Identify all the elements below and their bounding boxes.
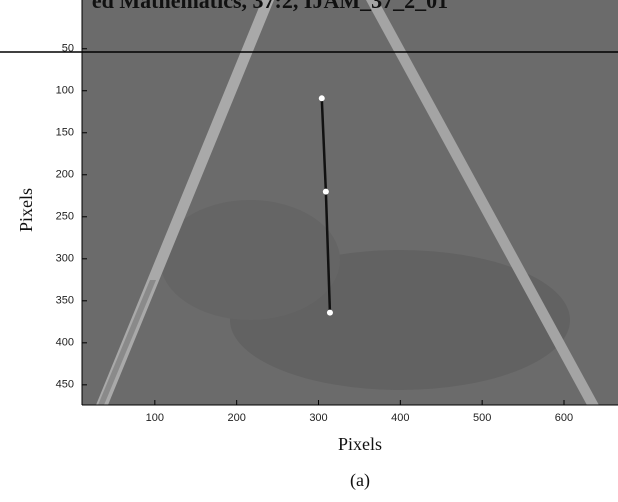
x-tick-label: 300: [309, 412, 327, 424]
data-point: [323, 189, 329, 195]
x-tick-label: 100: [146, 412, 164, 424]
x-tick-label: 500: [473, 412, 491, 424]
x-tick-label: 600: [555, 412, 573, 424]
y-tick-label: 250: [56, 211, 74, 223]
y-tick-label: 400: [56, 337, 74, 349]
y-tick-label: 50: [62, 43, 74, 55]
texture: [160, 200, 340, 320]
x-tick-label: 200: [227, 412, 245, 424]
y-tick-label: 350: [56, 295, 74, 307]
figure: 100 200 300 400 500 600 50 100 150 200 250 300 350 40…: [0, 0, 618, 502]
y-tick-label: 100: [56, 85, 74, 97]
y-tick-label: 450: [56, 379, 74, 391]
image: [82, 0, 618, 462]
x-axis-label: Pixels: [338, 434, 382, 454]
y-axis-label: Pixels: [16, 188, 36, 232]
page: {"page_header": "ed Mathematics, 37:2, I…: [0, 0, 618, 502]
y-tick-label: 200: [56, 169, 74, 181]
caption: (a): [350, 470, 370, 491]
y-tick-label: 150: [56, 127, 74, 139]
page-header: ed Mathematics, 37:2, IJAM_37_2_01: [92, 0, 448, 13]
x-tick-label: 400: [391, 412, 409, 424]
data-point: [327, 310, 333, 316]
y-tick-label: 300: [56, 253, 74, 265]
data-point: [319, 95, 325, 101]
